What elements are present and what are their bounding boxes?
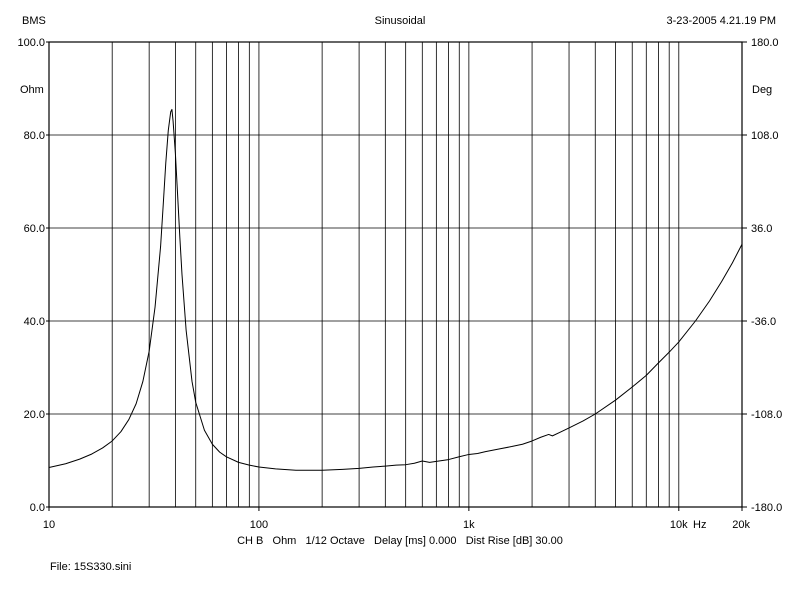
y-tick-label: 60.0 xyxy=(24,223,45,235)
impedance-curve xyxy=(48,108,743,471)
y2-tick-label: -180.0 xyxy=(751,502,782,514)
grid xyxy=(49,42,742,507)
x-tick-label: 10k xyxy=(670,519,688,531)
series-group xyxy=(48,108,743,471)
y-tick-label: 40.0 xyxy=(24,316,45,328)
x-tick-label: 100 xyxy=(250,519,268,531)
y2-tick-label: 36.0 xyxy=(751,223,772,235)
y-tick-label: 20.0 xyxy=(24,409,45,421)
y2-tick-label: -36.0 xyxy=(751,316,776,328)
y2-tick-label: -108.0 xyxy=(751,409,782,421)
header-right: 3-23-2005 4.21.19 PM xyxy=(667,15,776,27)
plot-frame xyxy=(48,41,743,508)
x-unit-label: Hz xyxy=(693,519,706,531)
y-tick-label: 80.0 xyxy=(24,130,45,142)
x-tick-label: 20k xyxy=(732,519,750,531)
header-center: Sinusoidal xyxy=(375,15,426,27)
settings-line: CH B Ohm 1/12 Octave Delay [ms] 0.000 Di… xyxy=(237,535,563,547)
y-tick-label: 0.0 xyxy=(30,502,45,514)
y2-axis-label: Deg xyxy=(752,84,772,96)
header-left: BMS xyxy=(22,15,46,27)
tick-labels: 0.0 20.0 40.0 60.0 80.0 100.0 -180.0 -108.0 -36.… xyxy=(17,37,782,531)
x-tick-label: 1k xyxy=(463,519,475,531)
y-axis-label: Ohm xyxy=(20,84,44,96)
y2-tick-label: 108.0 xyxy=(751,130,779,142)
y-tick-label: 100.0 xyxy=(17,37,45,49)
file-name: File: 15S330.sini xyxy=(50,561,132,573)
y2-tick-label: 180.0 xyxy=(751,37,779,49)
x-tick-label: 10 xyxy=(43,519,55,531)
